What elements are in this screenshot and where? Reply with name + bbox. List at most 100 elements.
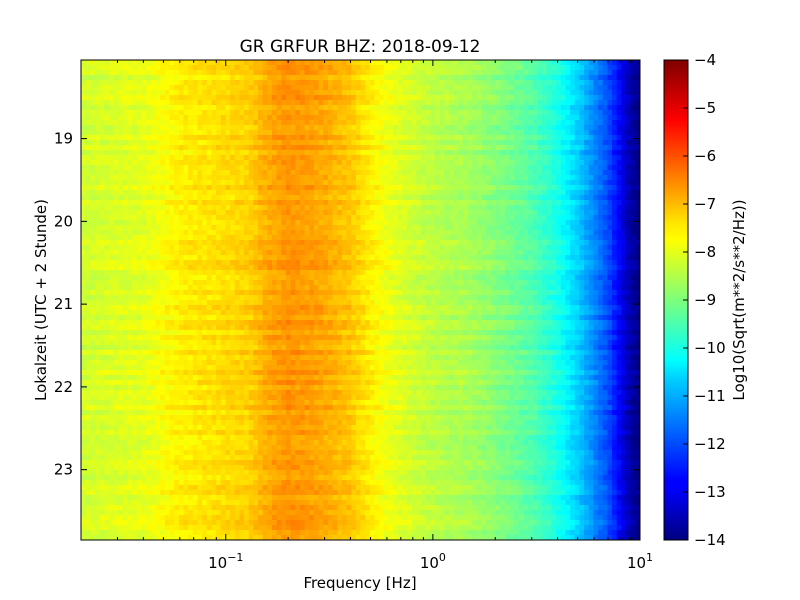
heatmap-cell [486, 80, 492, 86]
heatmap-cell [467, 220, 473, 226]
heatmap-cell [574, 170, 581, 176]
heatmap-cell [188, 245, 194, 251]
heatmap-cell [584, 180, 590, 186]
heatmap-cell [542, 65, 548, 71]
heatmap-cell [528, 150, 534, 156]
heatmap-cell [402, 80, 408, 86]
heatmap-cell [253, 75, 259, 81]
heatmap-cell [90, 255, 96, 261]
heatmap-cell [462, 60, 469, 66]
heatmap-cell [607, 85, 613, 91]
heatmap-cell [551, 70, 557, 76]
heatmap-cell [537, 170, 543, 176]
heatmap-cell [556, 175, 562, 181]
heatmap-cell [486, 95, 492, 101]
heatmap-cell [178, 225, 185, 231]
heatmap-cell [258, 125, 264, 131]
heatmap-cell [598, 175, 604, 181]
heatmap-cell [206, 235, 213, 241]
heatmap-cell [616, 260, 622, 266]
heatmap-cell [621, 90, 627, 96]
heatmap-cell [113, 155, 119, 161]
heatmap-cell [565, 230, 571, 236]
heatmap-cell [612, 225, 618, 231]
heatmap-cell [518, 70, 525, 76]
heatmap-cell [341, 225, 348, 231]
heatmap-cell [225, 155, 231, 161]
heatmap-cell [351, 210, 357, 216]
heatmap-cell [369, 225, 376, 231]
heatmap-cell [323, 145, 329, 151]
heatmap-cell [141, 85, 147, 91]
heatmap-cell [490, 155, 497, 161]
heatmap-cell [281, 75, 287, 81]
heatmap-cell [476, 255, 483, 261]
heatmap-cell [351, 110, 357, 116]
heatmap-cell [635, 225, 640, 231]
heatmap-cell [192, 155, 199, 161]
heatmap-cell [150, 80, 157, 86]
heatmap-cell [216, 105, 222, 111]
heatmap-cell [118, 240, 124, 246]
heatmap-cell [388, 150, 394, 156]
heatmap-cell [327, 85, 334, 91]
heatmap-cell [388, 120, 394, 126]
heatmap-cell [607, 70, 613, 76]
heatmap-cell [332, 145, 338, 151]
heatmap-cell [355, 110, 362, 116]
heatmap-cell [234, 60, 240, 66]
heatmap-cell [397, 115, 404, 121]
heatmap-cell [495, 140, 501, 146]
heatmap-cell [542, 130, 548, 136]
heatmap-cell [374, 85, 380, 91]
heatmap-cell [295, 240, 301, 246]
heatmap-cell [295, 140, 301, 146]
heatmap-cell [481, 160, 487, 166]
heatmap-cell [500, 90, 506, 96]
heatmap-cell [155, 180, 161, 186]
heatmap-cell [574, 250, 581, 256]
heatmap-cell [239, 65, 245, 71]
heatmap-cell [402, 220, 408, 226]
heatmap-cell [122, 185, 129, 191]
heatmap-cell [626, 130, 632, 136]
heatmap-cell [444, 170, 450, 176]
heatmap-cell [449, 75, 455, 81]
heatmap-cell [546, 225, 553, 231]
heatmap-cell [253, 215, 259, 221]
heatmap-cell [136, 170, 143, 176]
heatmap-cell [528, 105, 534, 111]
heatmap-cell [332, 85, 338, 91]
heatmap-cell [574, 215, 581, 221]
heatmap-cell [532, 240, 539, 246]
heatmap-cell [234, 240, 240, 246]
heatmap-cell [542, 235, 548, 241]
heatmap-cell [472, 205, 478, 211]
heatmap-cell [593, 255, 599, 261]
heatmap-cell [276, 190, 282, 196]
heatmap-cell [174, 120, 180, 126]
heatmap-cell [332, 60, 338, 66]
heatmap-cell [351, 185, 357, 191]
heatmap-cell [290, 120, 296, 126]
heatmap-cell [351, 255, 357, 261]
heatmap-cell [211, 245, 217, 251]
heatmap-cell [462, 195, 469, 201]
heatmap-cell [635, 170, 640, 176]
heatmap-cell [341, 135, 348, 141]
heatmap-cell [360, 240, 366, 246]
heatmap-cell [546, 110, 553, 116]
heatmap-cell [602, 80, 608, 86]
heatmap-cell [444, 115, 450, 121]
heatmap-cell [323, 185, 329, 191]
heatmap-cell [467, 125, 473, 131]
heatmap-cell [178, 235, 185, 241]
heatmap-cell [183, 230, 189, 236]
heatmap-cell [360, 115, 366, 121]
heatmap-cell [467, 250, 473, 256]
heatmap-cell [271, 230, 278, 236]
heatmap-cell [332, 170, 338, 176]
heatmap-cell [570, 85, 576, 91]
heatmap-cell [169, 95, 175, 101]
heatmap-cell [285, 180, 292, 186]
